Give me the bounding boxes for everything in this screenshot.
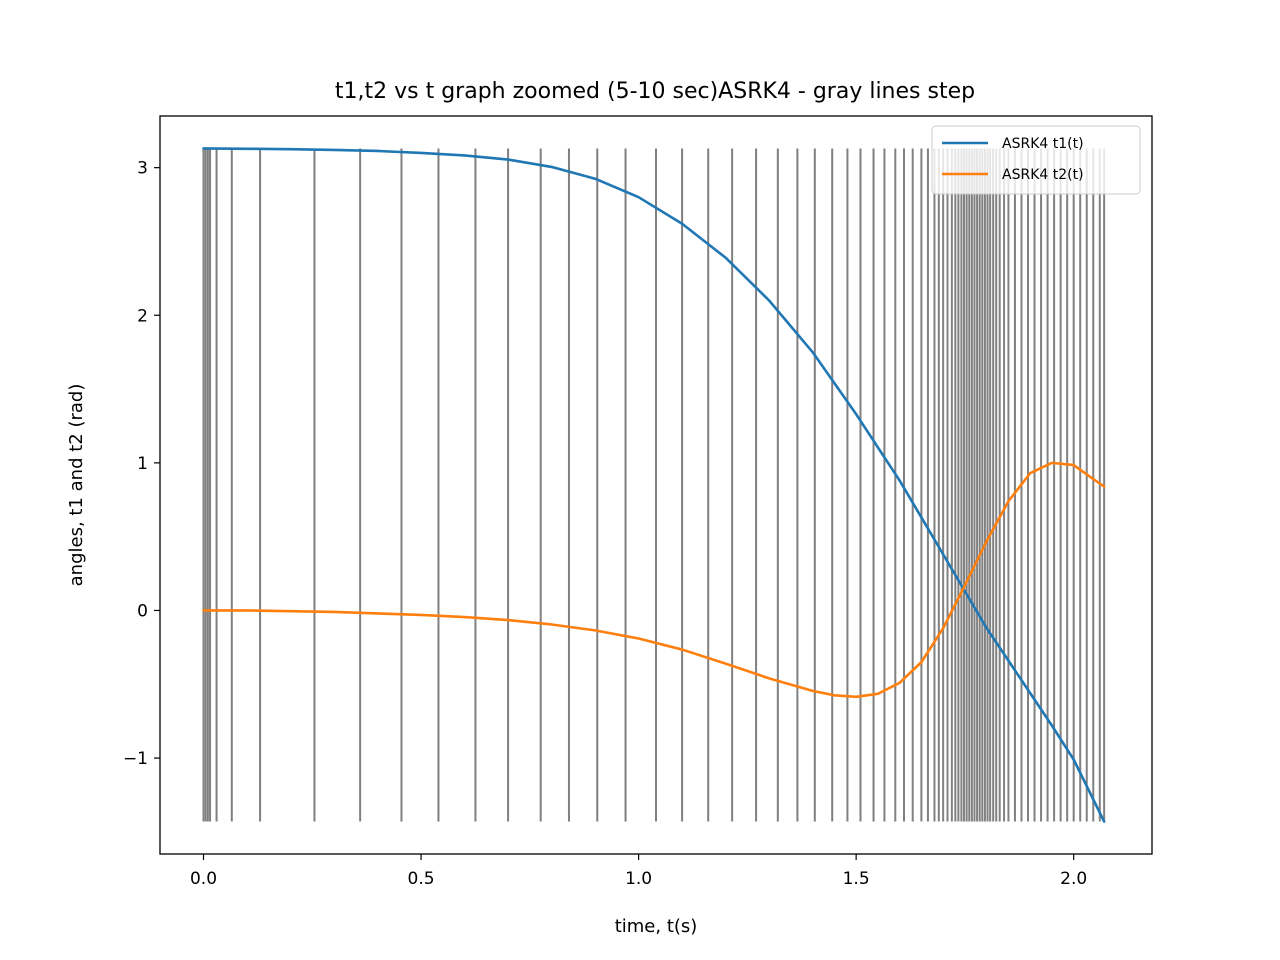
x-axis-label: time, t(s) <box>615 916 698 937</box>
x-tick-label: 1.5 <box>843 869 870 889</box>
y-tick-label: 3 <box>137 159 148 179</box>
x-tick-label: 0.0 <box>190 869 217 889</box>
y-tick-label: 2 <box>137 306 148 326</box>
y-tick-label: 1 <box>137 454 148 474</box>
x-tick-label: 1.0 <box>625 869 652 889</box>
y-tick-label: 0 <box>137 601 148 621</box>
series-line-2 <box>202 461 1106 699</box>
y-axis-ticks: −1 0 1 2 3 <box>123 159 160 769</box>
y-axis-label: angles, t1 and t2 (rad) <box>66 384 87 587</box>
legend-label: ASRK4 t1(t) <box>1002 136 1084 152</box>
series-line-1 <box>202 147 1106 823</box>
chart-title: t1,t2 vs t graph zoomed (5-10 sec)ASRK4 … <box>335 79 975 104</box>
legend: ASRK4 t1(t) ASRK4 t2(t) <box>931 125 1141 195</box>
x-axis-ticks: 0.0 0.5 1.0 1.5 2.0 <box>190 854 1087 889</box>
x-tick-label: 2.0 <box>1060 869 1087 889</box>
series-group <box>202 147 1106 823</box>
plot-area-frame <box>159 115 1153 855</box>
legend-label: ASRK4 t2(t) <box>1002 167 1084 183</box>
step-lines-group <box>202 148 1106 822</box>
x-tick-label: 0.5 <box>408 869 435 889</box>
y-tick-label: −1 <box>123 749 148 769</box>
